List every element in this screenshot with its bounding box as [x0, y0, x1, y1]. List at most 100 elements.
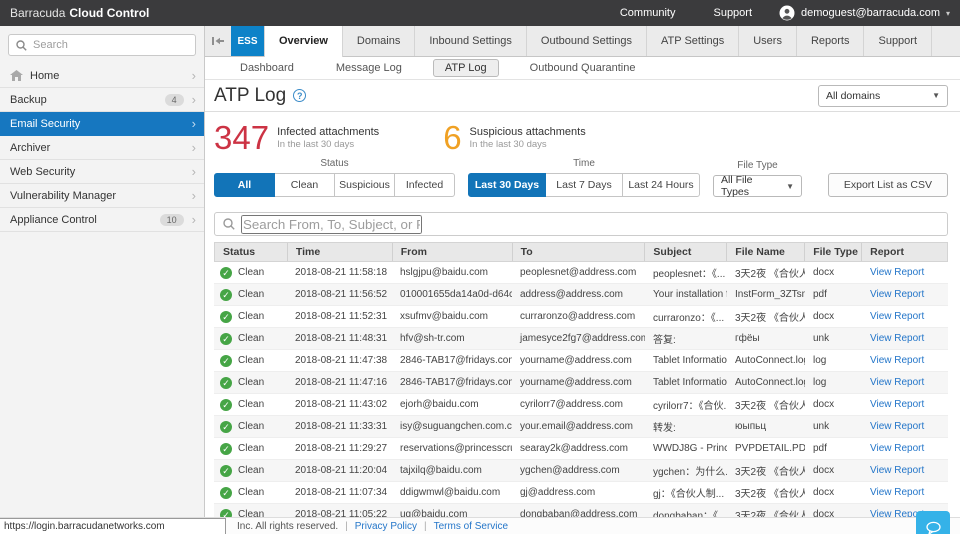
- clean-check-icon: [220, 421, 232, 433]
- sidebar-item[interactable]: Archiver: [0, 136, 204, 160]
- chat-button[interactable]: [916, 511, 950, 534]
- filter-button[interactable]: Suspicious: [334, 173, 395, 197]
- sidebar-item[interactable]: Email Security: [0, 112, 204, 136]
- to-cell: gj@address.com: [512, 487, 645, 498]
- sidebar-item[interactable]: Home: [0, 64, 204, 88]
- nav-tab[interactable]: Users: [739, 26, 797, 56]
- domain-filter-select[interactable]: All domains: [818, 85, 948, 107]
- subtab[interactable]: Message Log: [315, 62, 423, 74]
- help-icon[interactable]: [293, 89, 306, 102]
- nav-tab[interactable]: Support: [864, 26, 932, 56]
- product-badge-ess[interactable]: ESS: [231, 26, 264, 56]
- filter-button[interactable]: Last 30 Days: [468, 173, 546, 197]
- to-cell: peoplesnet@address.com: [512, 267, 645, 278]
- column-header[interactable]: File Type: [805, 243, 862, 261]
- terms-of-service-link[interactable]: Terms of Service: [434, 521, 508, 532]
- time-filter-group: Time Last 30 Days Last 7 Days Last 24 Ho…: [468, 158, 700, 197]
- sidebar-search-input[interactable]: [33, 39, 188, 51]
- table-row: Clean 2018-08-21 11:47:38 2846-TAB17@fri…: [214, 350, 948, 372]
- table-row: Clean 2018-08-21 11:58:18 hslgjpu@baidu.…: [214, 262, 948, 284]
- view-report-link[interactable]: View Report: [870, 465, 924, 476]
- user-avatar-icon[interactable]: [779, 5, 795, 21]
- filetype-cell: docx: [805, 311, 862, 322]
- filter-button[interactable]: All: [214, 173, 275, 197]
- export-csv-button[interactable]: Export List as CSV: [828, 173, 948, 197]
- nav-tab[interactable]: Reports: [797, 26, 865, 56]
- stat-text: Suspicious attachments In the last 30 da…: [470, 121, 586, 155]
- nav-tab[interactable]: ATP Settings: [647, 26, 739, 56]
- filter-button[interactable]: Infected: [394, 173, 455, 197]
- status-cell: Clean: [214, 377, 287, 389]
- status-label: Clean: [238, 443, 264, 454]
- time-cell: 2018-08-21 11:29:27: [287, 443, 392, 454]
- nav-tab[interactable]: Outbound Settings: [527, 26, 647, 56]
- filename-cell: 3天2夜 《合伙人...: [727, 463, 805, 478]
- page-header: ATP Log All domains: [205, 80, 960, 112]
- filter-button[interactable]: Last 24 Hours: [622, 173, 700, 197]
- column-header[interactable]: Status: [215, 243, 288, 261]
- filter-button[interactable]: Clean: [274, 173, 335, 197]
- column-header[interactable]: From: [393, 243, 513, 261]
- atp-log-table: Status Time From To Subject File Name Fi…: [214, 242, 948, 517]
- nav-tab[interactable]: Domains: [343, 26, 415, 56]
- time-cell: 2018-08-21 11:33:31: [287, 421, 392, 432]
- nav-tab[interactable]: Overview: [264, 26, 343, 57]
- copyright-text: Inc. All rights reserved.: [237, 521, 338, 532]
- column-header[interactable]: Report: [862, 243, 947, 261]
- status-filter-buttons: All Clean Suspicious Infected: [214, 173, 455, 197]
- column-header[interactable]: To: [513, 243, 646, 261]
- sidebar-item-label: Appliance Control: [10, 214, 160, 226]
- view-report-link[interactable]: View Report: [870, 421, 924, 432]
- view-report-link[interactable]: View Report: [870, 333, 924, 344]
- time-cell: 2018-08-21 11:52:31: [287, 311, 392, 322]
- status-filter-label: Status: [320, 158, 348, 169]
- sidebar-item[interactable]: Appliance Control 10: [0, 208, 204, 232]
- topbar: BarracudaCloud Control Community Support…: [0, 0, 960, 26]
- sidebar-item[interactable]: Web Security: [0, 160, 204, 184]
- filter-button[interactable]: Last 7 Days: [545, 173, 623, 197]
- subtab[interactable]: Dashboard: [219, 62, 315, 74]
- time-cell: 2018-08-21 11:56:52: [287, 289, 392, 300]
- user-menu[interactable]: demoguest@barracuda.com: [801, 7, 940, 19]
- brand-name: Barracuda: [10, 6, 65, 20]
- file-type-select[interactable]: All File Types: [713, 175, 802, 197]
- view-report-link[interactable]: View Report: [870, 487, 924, 498]
- view-report-link[interactable]: View Report: [870, 289, 924, 300]
- column-header[interactable]: File Name: [727, 243, 805, 261]
- from-cell: 2846-TAB17@fridays.com: [392, 377, 512, 388]
- status-label: Clean: [238, 333, 264, 344]
- view-report-link[interactable]: View Report: [870, 377, 924, 388]
- log-search-input[interactable]: [241, 215, 422, 234]
- time-cell: 2018-08-21 11:58:18: [287, 267, 392, 278]
- filename-cell: InstForm_3ZTsm...: [727, 289, 805, 300]
- status-cell: Clean: [214, 465, 287, 477]
- chevron-down-icon[interactable]: [946, 9, 950, 18]
- column-header[interactable]: Subject: [645, 243, 727, 261]
- to-cell: dongbaban@address.com: [512, 509, 645, 517]
- status-label: Clean: [238, 289, 264, 300]
- view-report-link[interactable]: View Report: [870, 355, 924, 366]
- subtab[interactable]: Outbound Quarantine: [509, 62, 657, 74]
- nav-tab[interactable]: Inbound Settings: [415, 26, 527, 56]
- main-panel: ESS Overview Domains Inbound Settings Ou…: [205, 26, 960, 517]
- topbar-link[interactable]: Community: [620, 7, 676, 19]
- sidebar-item[interactable]: Backup 4: [0, 88, 204, 112]
- privacy-policy-link[interactable]: Privacy Policy: [355, 521, 417, 532]
- column-header[interactable]: Time: [288, 243, 393, 261]
- time-filter-label: Time: [573, 158, 595, 169]
- file-type-value: All File Types: [721, 174, 778, 198]
- status-cell: Clean: [214, 509, 287, 518]
- table-row: Clean 2018-08-21 11:07:34 ddigwmwl@baidu…: [214, 482, 948, 504]
- topbar-link[interactable]: Support: [713, 7, 752, 19]
- separator: [345, 521, 348, 532]
- subtab[interactable]: ATP Log: [433, 59, 499, 77]
- view-report-link[interactable]: View Report: [870, 267, 924, 278]
- view-report-link[interactable]: View Report: [870, 443, 924, 454]
- topbar-links: Community Support: [601, 7, 771, 19]
- sidebar-item[interactable]: Vulnerability Manager: [0, 184, 204, 208]
- sidebar-collapse-icon[interactable]: [205, 26, 231, 56]
- view-report-link[interactable]: View Report: [870, 399, 924, 410]
- stat-sublabel: In the last 30 days: [277, 139, 379, 150]
- view-report-link[interactable]: View Report: [870, 311, 924, 322]
- from-cell: hslgjpu@baidu.com: [392, 267, 512, 278]
